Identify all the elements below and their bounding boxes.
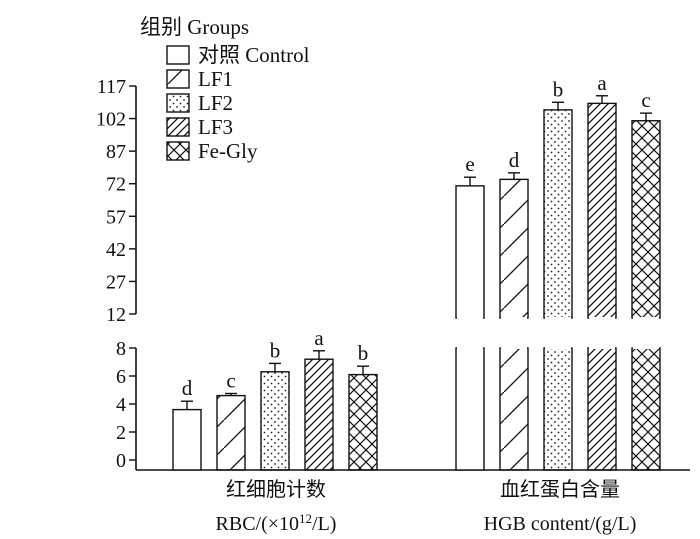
axes: 0 2 4 6 8 12 27 42 57 72 87 102 117	[96, 76, 690, 472]
legend-entry: LF3	[198, 115, 233, 139]
bar	[304, 358, 334, 471]
y-tick-label: 72	[106, 174, 126, 196]
bars: d e c d b b a a b c	[172, 71, 661, 471]
legend-swatch	[166, 93, 190, 113]
bar-upper-part	[455, 185, 485, 319]
legend-entry: 对照 Control	[198, 43, 310, 67]
bar-lower-part	[499, 347, 529, 471]
bar	[260, 371, 290, 471]
legend-title: 组别 Groups	[140, 15, 249, 39]
category-labels: 红细胞计数 RBC/(×1012/L) 血红蛋白含量 HGB content/(g/L…	[216, 477, 637, 535]
bar	[172, 408, 202, 471]
y-tick-label: 57	[106, 206, 126, 228]
y-tick-label: 27	[106, 271, 126, 293]
significance-label: d	[182, 376, 193, 400]
legend-entry: LF1	[198, 67, 233, 91]
bar	[216, 394, 246, 471]
bar	[348, 373, 378, 471]
y-tick-label: 12	[106, 304, 126, 326]
y-tick-label: 42	[106, 239, 126, 261]
y-tick-label: 6	[116, 366, 126, 388]
bar-lower-part	[587, 347, 617, 471]
bar-lower-part	[455, 347, 485, 471]
significance-label: e	[465, 152, 474, 176]
bar-upper-part	[499, 178, 529, 319]
y-tick-label: 117	[97, 76, 126, 98]
y-tick-label: 2	[116, 422, 126, 444]
significance-label: a	[597, 71, 607, 95]
bar-upper-part	[543, 109, 573, 319]
significance-label: b	[270, 338, 281, 362]
category-label: 血红蛋白含量	[500, 477, 620, 501]
bar-lower-part	[631, 347, 661, 471]
significance-label: b	[553, 77, 564, 101]
y-tick-label: 0	[116, 450, 126, 472]
legend-swatch	[166, 69, 190, 89]
category-sublabel: RBC/(×1012/L)	[216, 511, 337, 536]
legend-swatch	[166, 141, 190, 161]
category-sublabel: HGB content/(g/L)	[484, 513, 637, 535]
significance-label: c	[641, 88, 650, 112]
y-tick-label: 102	[96, 109, 126, 131]
y-tick-label: 87	[106, 141, 126, 163]
bar-lower-part	[543, 347, 573, 471]
significance-label: a	[314, 326, 324, 350]
significance-label: d	[509, 148, 520, 172]
y-tick-label: 8	[116, 338, 126, 360]
significance-label: b	[358, 341, 369, 365]
legend-entry: Fe-Gly	[198, 139, 258, 163]
legend-entry: LF2	[198, 91, 233, 115]
bar-upper-part	[631, 120, 661, 319]
legend-swatch	[166, 117, 190, 137]
bar-upper-part	[587, 102, 617, 319]
legend-swatch	[166, 45, 190, 65]
category-label: 红细胞计数	[226, 477, 326, 501]
y-tick-label: 4	[116, 394, 126, 416]
significance-label: c	[226, 369, 235, 393]
